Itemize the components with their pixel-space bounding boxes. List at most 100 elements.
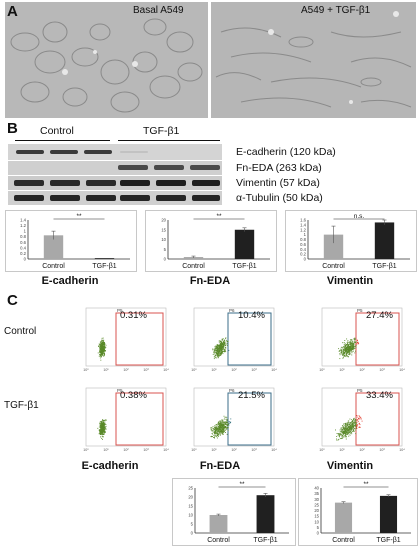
event-dot [342, 346, 344, 348]
event-dot [355, 345, 357, 347]
event-dot [216, 437, 218, 439]
event-dot [344, 427, 346, 429]
event-dot [348, 353, 350, 355]
event-dot [221, 353, 222, 355]
event-dot [99, 429, 101, 431]
event-dot [347, 355, 348, 357]
event-dot [220, 351, 222, 353]
event-dot [105, 431, 106, 433]
event-dot [358, 423, 360, 425]
event-dot [352, 344, 354, 346]
event-dot [343, 343, 345, 345]
event-dot [103, 420, 105, 422]
event-dot [350, 340, 352, 342]
event-dot [225, 337, 227, 339]
event-dot [343, 431, 345, 433]
blot-bands-fneda [8, 161, 222, 175]
event-dot [353, 347, 355, 349]
event-dot [345, 353, 347, 355]
event-dot [351, 421, 353, 423]
event-dot [348, 343, 350, 345]
event-dot [221, 339, 223, 341]
event-dot [102, 422, 104, 424]
event-dot [348, 345, 350, 347]
event-dot [340, 349, 342, 351]
event-dot [102, 421, 104, 423]
event-dot [346, 434, 348, 435]
event-dot [353, 423, 355, 425]
event-dot [100, 431, 101, 433]
event-dot [99, 343, 101, 345]
event-dot [216, 427, 217, 429]
event-dot [221, 422, 223, 424]
axis-tick-label: 10² [231, 448, 237, 452]
event-dot [353, 343, 355, 345]
event-dot [339, 429, 341, 431]
event-dot [220, 349, 222, 351]
event-dot [353, 429, 355, 431]
event-dot [105, 350, 106, 351]
event-dot [339, 434, 341, 436]
event-dot [355, 433, 357, 435]
event-dot [344, 428, 346, 430]
event-dot [354, 424, 356, 426]
event-dot [99, 425, 101, 427]
event-dot [100, 352, 102, 354]
event-dot [342, 434, 344, 436]
event-dot [104, 342, 105, 344]
event-dot [218, 429, 220, 431]
y-tick-label: 15 [161, 227, 166, 232]
event-dot [100, 422, 102, 424]
event-dot [221, 350, 222, 352]
event-dot [218, 424, 220, 426]
event-dot [222, 434, 224, 435]
event-dot [217, 352, 219, 354]
event-dot [212, 430, 214, 432]
event-dot [224, 426, 226, 428]
flow-pct-tgf-ecadherin: 0.38% [120, 390, 147, 401]
event-dot [219, 423, 220, 425]
event-dot [224, 422, 226, 424]
event-dot [225, 421, 227, 423]
event-dot [215, 428, 217, 430]
event-dot [352, 422, 354, 424]
event-dot [100, 359, 102, 361]
event-dot [215, 432, 217, 434]
event-dot [216, 348, 218, 350]
event-dot [346, 351, 348, 353]
event-dot [342, 435, 343, 437]
event-dot [341, 432, 343, 434]
event-dot [218, 433, 220, 435]
event-dot [217, 422, 219, 424]
event-dot [341, 437, 343, 439]
event-dot [344, 349, 346, 351]
y-tick-label: 0 [304, 257, 307, 262]
event-dot [220, 351, 222, 353]
event-dot [347, 432, 349, 434]
event-dot [102, 342, 104, 344]
event-dot [350, 343, 352, 344]
axis-tick-label: 10⁴ [399, 448, 405, 452]
event-dot [226, 419, 228, 421]
event-dot [222, 338, 224, 340]
event-dot [219, 350, 221, 351]
event-dot [223, 343, 225, 345]
event-dot [218, 350, 220, 352]
event-dot [214, 431, 216, 433]
event-dot [346, 347, 347, 349]
event-dot [343, 430, 345, 432]
x-tick-label: Control [207, 537, 230, 544]
event-dot [225, 344, 227, 346]
event-dot [229, 422, 231, 424]
axis-tick-label: 10⁴ [163, 448, 169, 452]
axis-tick-label: 10² [231, 368, 237, 372]
event-dot [342, 430, 344, 432]
event-dot [351, 345, 353, 347]
event-dot [345, 347, 347, 349]
event-dot [225, 338, 227, 340]
event-dot [347, 432, 348, 433]
blot-bands-tubulin [8, 191, 222, 205]
event-dot [352, 346, 354, 348]
event-dot [99, 430, 101, 432]
event-dot [105, 346, 107, 348]
